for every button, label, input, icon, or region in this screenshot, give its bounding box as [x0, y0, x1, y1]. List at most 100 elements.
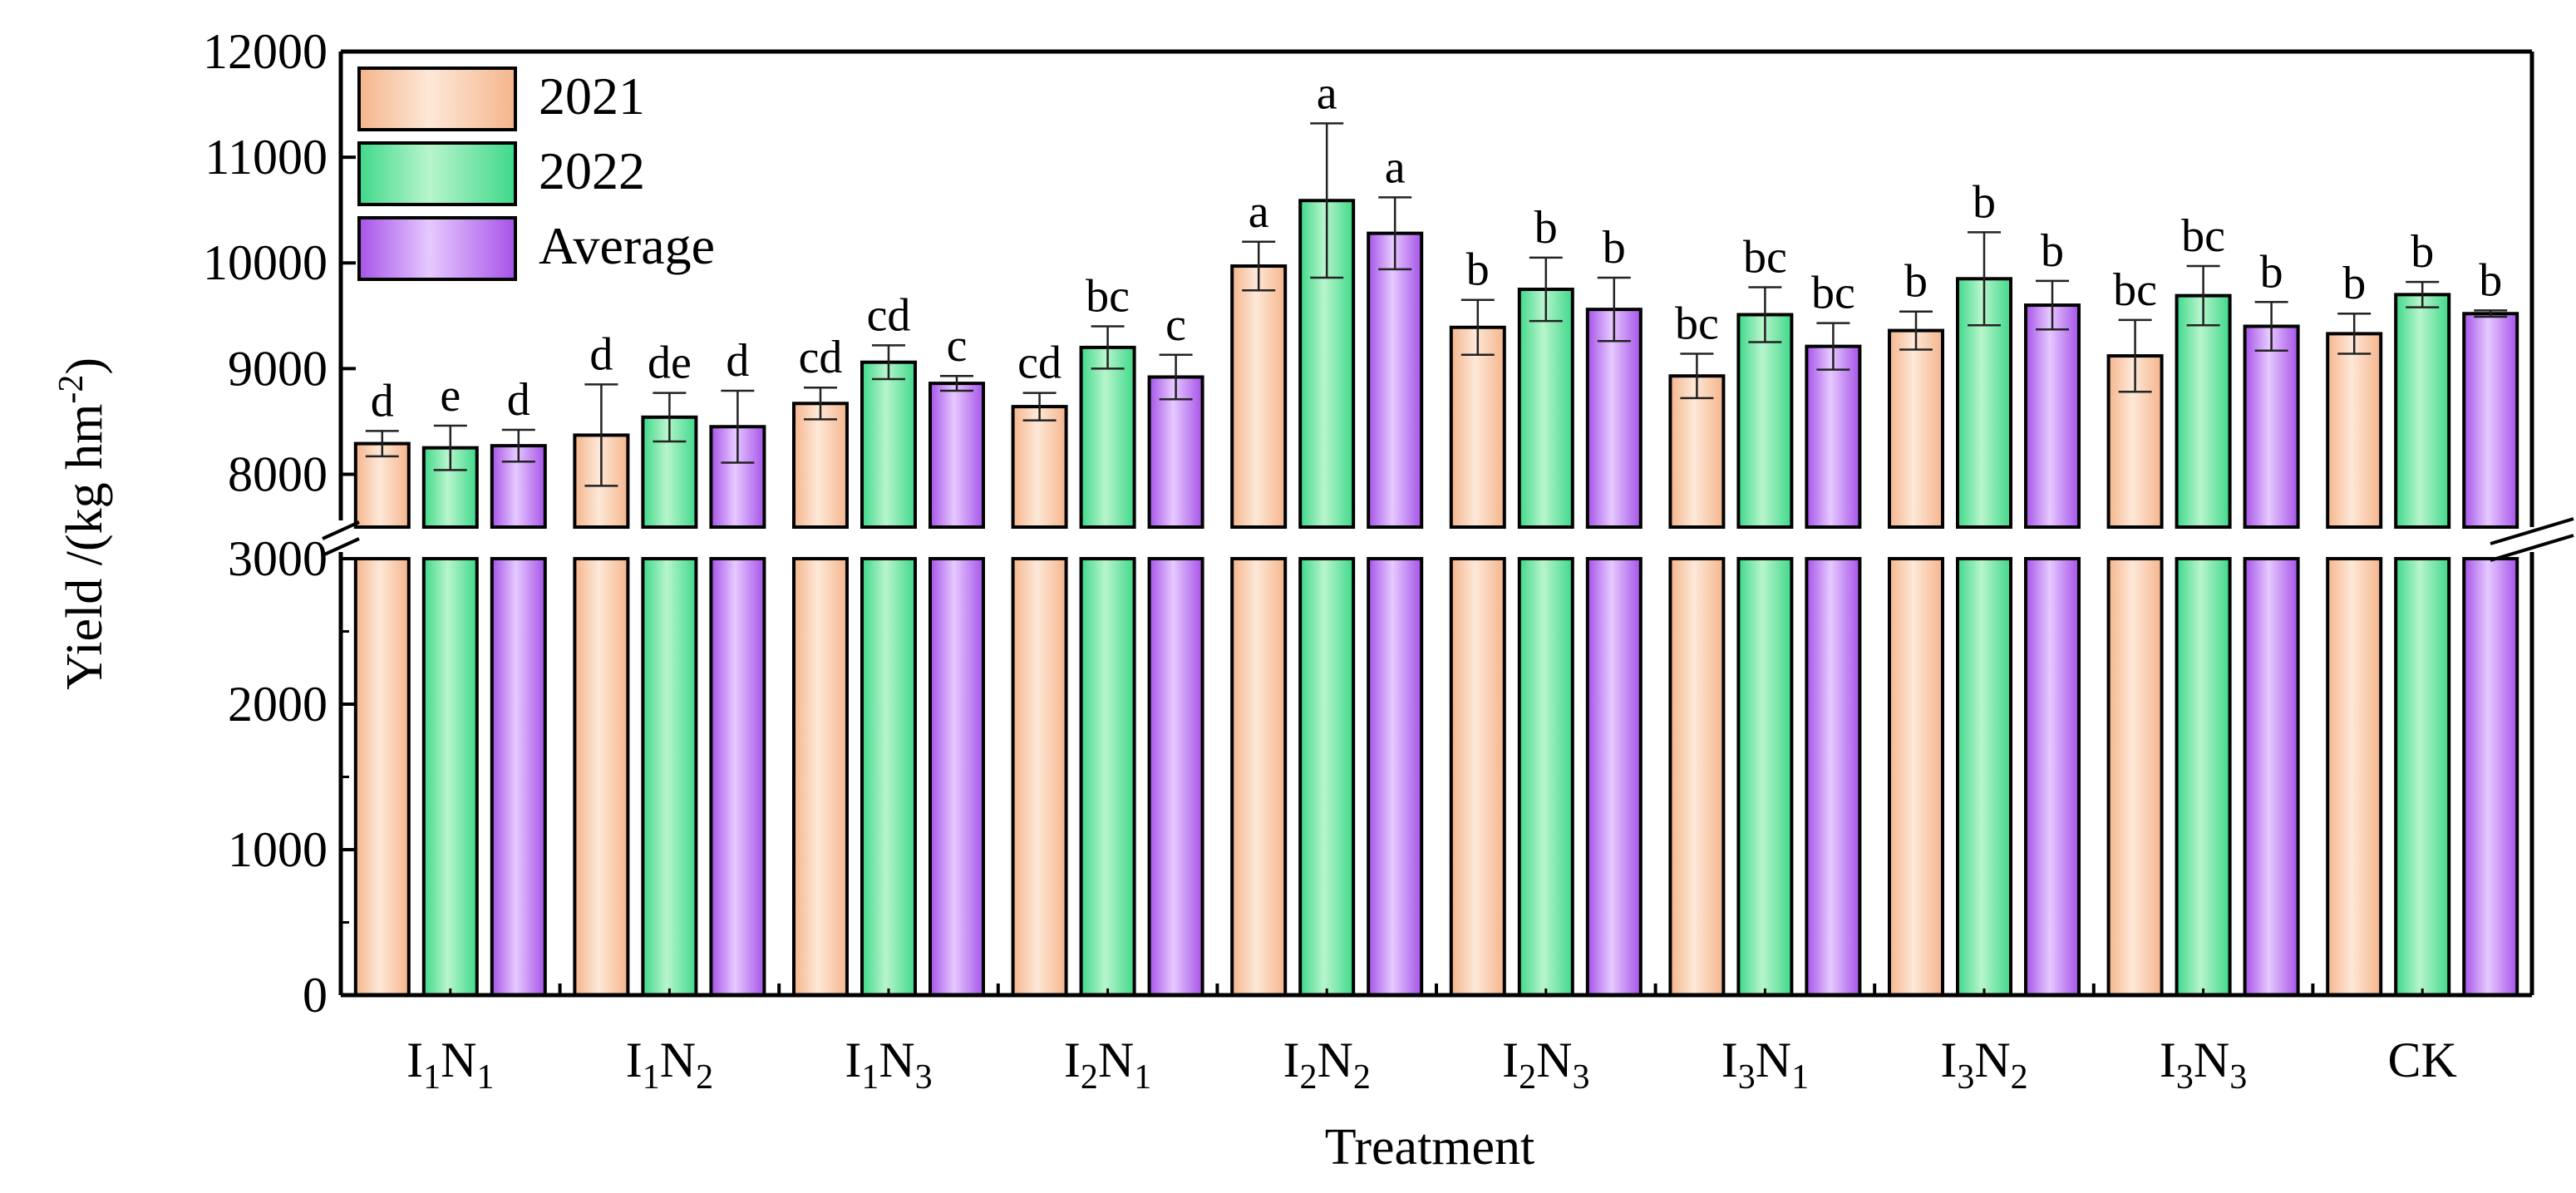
subscript: 3 — [1738, 1058, 1756, 1097]
bar-break-gap — [2393, 529, 2452, 557]
subscript: 3 — [1957, 1058, 1974, 1097]
label-part: I — [1283, 1033, 1300, 1087]
x-axis-title: Treatment — [1325, 1119, 1535, 1176]
bar-group-6-series-1: bc — [1736, 231, 1795, 997]
bar — [860, 360, 917, 529]
y-axis-title-exponent: -2 — [52, 375, 91, 404]
bar — [2462, 312, 2519, 529]
y-axis-title-main: Yield /(kg hm — [57, 404, 113, 690]
bar-break-gap — [1804, 529, 1863, 557]
bar-break-gap — [1366, 529, 1425, 557]
bar-group-7-series-2: b — [2023, 225, 2081, 997]
subscript: 3 — [2176, 1058, 2194, 1097]
bar-break-gap — [708, 529, 767, 557]
significance-letter: b — [1534, 202, 1558, 254]
subscript: 3 — [915, 1058, 933, 1097]
subscript: 1 — [423, 1058, 441, 1097]
y-tick-label: 0 — [303, 968, 328, 1023]
bar-break-gap — [1584, 529, 1643, 557]
significance-letter: b — [1973, 176, 1996, 228]
legend-item-2: Average — [357, 216, 715, 281]
bar-break-gap — [1736, 529, 1795, 557]
bar — [1147, 375, 1204, 529]
bar-lower-segment — [2175, 557, 2232, 997]
axis-break-mark — [2490, 534, 2574, 562]
bar-lower-segment — [2106, 557, 2164, 997]
bar-group-5-series-0: b — [1448, 244, 1507, 997]
x-tick-label: I1N2 — [626, 1033, 713, 1097]
bar-group-5-series-1: b — [1516, 202, 1575, 997]
bar-break-gap — [421, 529, 480, 557]
significance-letter: b — [1904, 256, 1928, 308]
subscript: 2 — [2011, 1058, 2028, 1097]
label-part: I — [2160, 1033, 2176, 1087]
subscript: 1 — [476, 1058, 494, 1097]
axis-break-mark — [322, 537, 360, 557]
subscript: 1 — [643, 1058, 660, 1097]
axis-layer: I1N1 I1N2 I1N3 I2N1 I2N2 I2N3 I3N1 I3N2 I3N3 CK80… — [203, 24, 2574, 1097]
bar-break-gap — [640, 529, 699, 557]
bar-lower-segment — [1517, 557, 1574, 997]
bar-lower-segment — [1736, 557, 1794, 997]
subscript: 2 — [1519, 1058, 1536, 1097]
label-part: N — [1536, 1033, 1572, 1087]
axis-break-mark — [2490, 517, 2574, 545]
bar-break-gap — [859, 529, 918, 557]
bar-group-7-series-0: b — [1887, 256, 1945, 997]
bar-lower-segment — [421, 557, 479, 997]
bar-lower-segment — [1011, 557, 1068, 997]
bar — [2394, 293, 2451, 529]
bar-lower-segment — [573, 557, 630, 997]
y-tick-label: 3000 — [228, 531, 328, 586]
legend-label: 2021 — [539, 67, 645, 126]
bar-lower-segment — [1888, 557, 1944, 997]
bar-lower-segment — [709, 557, 766, 997]
x-tick-label: I3N1 — [1721, 1033, 1809, 1097]
bar — [1805, 344, 1862, 530]
bar-break-gap — [1667, 529, 1726, 557]
bar-lower-segment — [928, 557, 985, 997]
bar-lower-segment — [1585, 557, 1643, 997]
bar-group-2-series-1: cd — [859, 289, 918, 997]
y-tick-label: 11000 — [204, 130, 328, 185]
bar-group-6-series-2: bc — [1804, 268, 1863, 997]
significance-letter: b — [1603, 222, 1626, 274]
significance-letter: cd — [867, 289, 911, 341]
label-part: I — [1721, 1033, 1738, 1087]
bar — [2326, 332, 2383, 529]
label-part: I — [1940, 1033, 1957, 1087]
bar — [1011, 405, 1068, 529]
x-tick-label: I2N2 — [1283, 1033, 1371, 1097]
bar-break-gap — [791, 529, 850, 557]
significance-letter: c — [1165, 299, 1186, 351]
bar — [1230, 264, 1288, 529]
bar — [2243, 324, 2300, 529]
legend-item-1: 2022 — [357, 141, 645, 206]
significance-letter: b — [2342, 258, 2366, 309]
subscript: 1 — [861, 1058, 879, 1097]
bar-lower-segment — [641, 557, 698, 997]
x-tick-label: I1N1 — [406, 1033, 494, 1097]
bar — [2175, 293, 2232, 529]
significance-letter: d — [371, 375, 394, 426]
axis-break-mark — [322, 520, 360, 540]
significance-letter: bc — [1086, 270, 1130, 322]
bar-break-gap — [489, 529, 548, 557]
bar-lower-segment — [792, 557, 849, 997]
subscript: 3 — [1572, 1058, 1589, 1097]
bar-group-5-series-2: b — [1584, 222, 1643, 997]
significance-letter: d — [726, 335, 749, 387]
bar-lower-segment — [860, 557, 917, 997]
bar — [1449, 325, 1506, 530]
bar — [1079, 345, 1136, 529]
bar-group-2-series-2: c — [928, 320, 986, 997]
significance-letter: a — [1249, 186, 1269, 238]
bar-group-7-series-1: b — [1955, 176, 2013, 997]
bar-lower-segment — [1367, 557, 1424, 997]
bar-lower-segment — [2462, 557, 2519, 997]
label-part: I — [1064, 1033, 1081, 1087]
bar-break-gap — [1010, 529, 1069, 557]
y-tick-label: 2000 — [228, 677, 328, 732]
bar — [1367, 231, 1424, 529]
